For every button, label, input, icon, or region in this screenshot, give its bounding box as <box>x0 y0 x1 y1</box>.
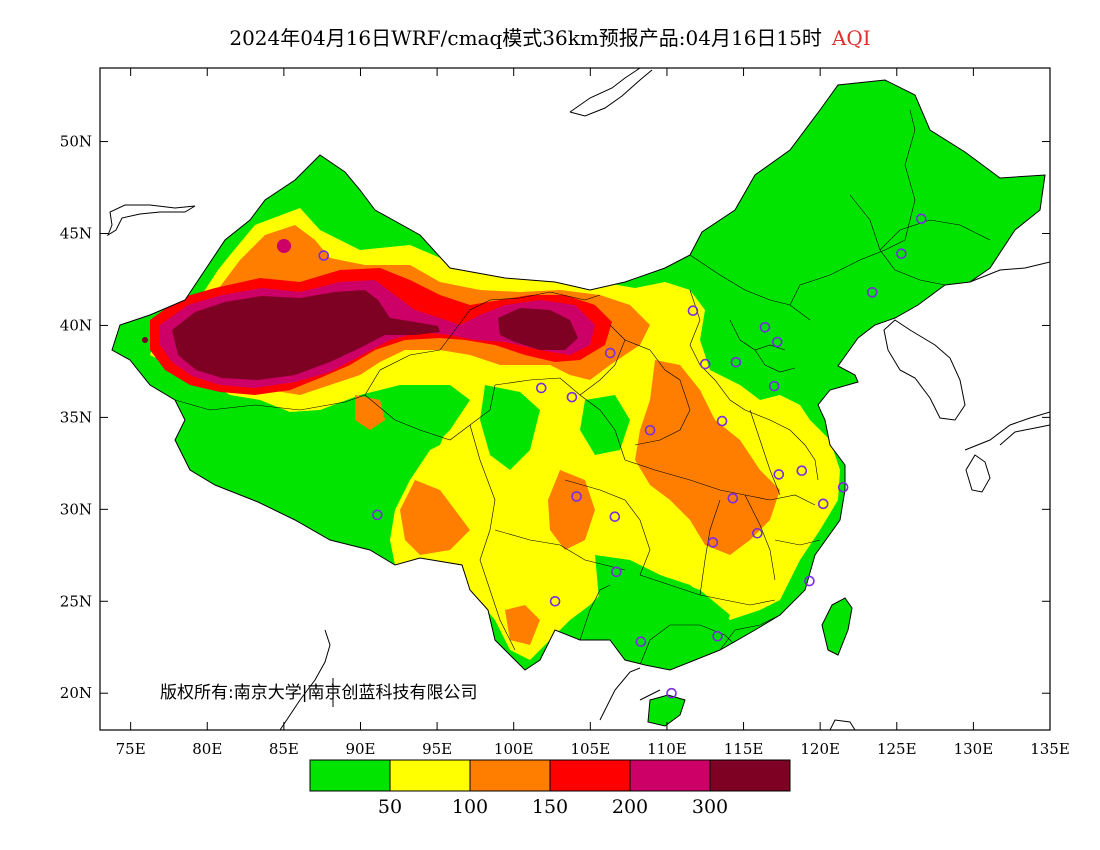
station-marker <box>730 356 742 368</box>
lon-tick-label: 110E <box>647 740 687 758</box>
lon-tick-label: 105E <box>571 740 611 758</box>
station-marker <box>727 492 739 504</box>
station-marker <box>707 537 719 548</box>
legend-label: 100 <box>452 796 488 818</box>
aqi-legend: 50 100 150 200 300 <box>309 759 791 818</box>
station-marker <box>773 469 785 480</box>
station-marker <box>611 566 622 578</box>
station-markers <box>318 213 927 699</box>
station-marker <box>372 509 383 521</box>
lat-tick-label: 35N <box>60 408 92 426</box>
lon-tick-label: 135E <box>1030 740 1070 758</box>
station-marker <box>752 527 763 539</box>
station-marker <box>571 491 582 502</box>
taiwan-island <box>821 597 853 656</box>
legend-swatch <box>389 759 471 792</box>
station-marker <box>712 630 723 642</box>
station-marker <box>771 336 783 348</box>
station-marker <box>804 575 815 587</box>
china-outline <box>111 79 1046 671</box>
map-title: 2024年04月16日WRF/cmaq模式36km预报产品:04月16日15时 A… <box>0 22 1100 51</box>
lon-tick-label: 125E <box>877 740 917 758</box>
station-marker <box>318 250 330 261</box>
lat-tick-label: 25N <box>60 592 92 610</box>
station-marker <box>635 636 647 648</box>
station-marker <box>866 287 878 298</box>
lon-tick-label: 90E <box>345 740 375 758</box>
station-marker <box>549 595 561 607</box>
station-marker <box>759 321 771 333</box>
legend-swatch <box>309 759 391 792</box>
title-text: 2024年04月16日WRF/cmaq模式36km预报产品:04月16日15时 <box>229 26 822 50</box>
lon-tick-label: 95E <box>422 740 452 758</box>
legend-swatch <box>709 759 791 792</box>
lon-tick-label: 130E <box>954 740 994 758</box>
station-marker <box>644 424 656 436</box>
lon-tick-label: 80E <box>192 740 222 758</box>
station-marker <box>609 511 621 522</box>
legend-swatch <box>469 759 551 792</box>
lat-tick-label: 30N <box>60 500 92 518</box>
hainan-island <box>647 694 686 727</box>
latitude-axis: 50N 45N 40N 35N 30N 25N 20N <box>60 133 1050 702</box>
legend-label: 300 <box>692 796 728 818</box>
lon-tick-label: 120E <box>800 740 840 758</box>
map-frame <box>99 67 1051 731</box>
lon-tick-label: 115E <box>724 740 764 758</box>
lon-tick-label: 75E <box>116 740 146 758</box>
lat-tick-label: 40N <box>60 316 92 334</box>
longitude-axis: 75E 80E 85E 90E 95E 100E 105E 110E 115E 120E 125E 1… <box>116 68 1070 758</box>
station-marker <box>915 213 927 225</box>
station-marker <box>604 347 616 359</box>
legend-label: 150 <box>532 796 568 818</box>
station-marker <box>837 481 849 493</box>
station-marker <box>796 465 808 477</box>
legend-swatch <box>549 759 631 792</box>
legend-label: 200 <box>612 796 648 818</box>
neighbor-coastlines <box>106 68 1050 730</box>
lat-tick-label: 20N <box>60 684 92 702</box>
title-variable: AQI <box>831 26 871 50</box>
lon-tick-label: 85E <box>269 740 299 758</box>
station-marker <box>566 391 578 403</box>
station-marker <box>716 415 728 427</box>
station-marker <box>699 358 711 370</box>
copyright-text: 版权所有:南京大学|南京创蓝科技有限公司 <box>160 683 477 703</box>
station-marker <box>768 380 780 392</box>
station-marker <box>666 687 677 699</box>
lat-tick-label: 50N <box>60 133 92 151</box>
lat-tick-label: 45N <box>60 225 92 243</box>
station-marker <box>896 248 907 260</box>
station-marker <box>687 305 699 317</box>
aqi-field <box>112 80 1045 670</box>
legend-label: 50 <box>378 796 402 818</box>
station-marker <box>535 382 547 394</box>
province-boundaries <box>174 109 991 666</box>
legend-swatch <box>629 759 711 792</box>
station-marker <box>817 498 829 510</box>
lon-tick-label: 100E <box>494 740 534 758</box>
